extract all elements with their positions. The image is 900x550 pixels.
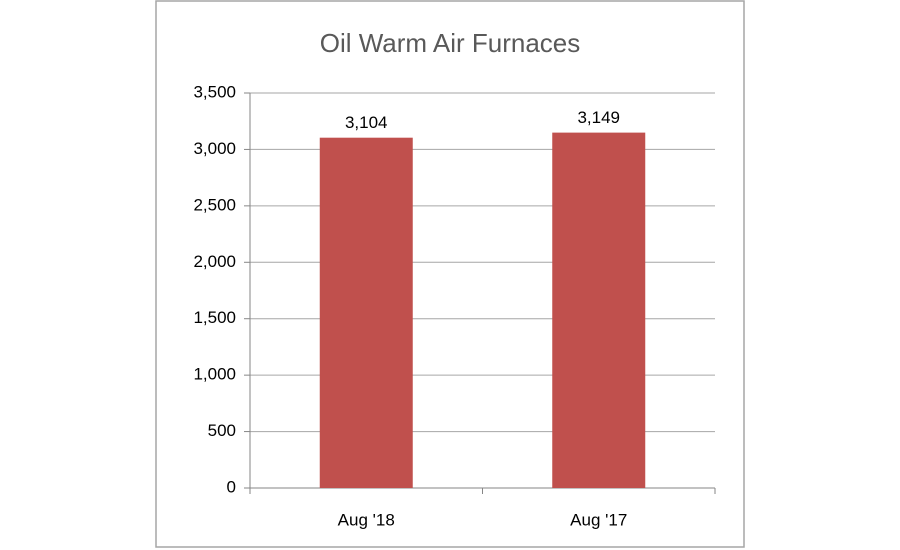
data-label: 3,149 (577, 108, 620, 127)
y-tick-label: 2,000 (193, 252, 236, 271)
y-tick-label: 3,000 (193, 139, 236, 158)
y-tick-label: 0 (227, 477, 236, 496)
y-tick-label: 3,500 (193, 82, 236, 101)
chart-title: Oil Warm Air Furnaces (320, 28, 581, 58)
x-tick-label: Aug '18 (338, 510, 395, 529)
bar (319, 137, 413, 489)
y-tick-label: 1,500 (193, 308, 236, 327)
y-tick-label: 500 (208, 421, 236, 440)
y-tick-label: 1,000 (193, 365, 236, 384)
x-tick-label: Aug '17 (570, 510, 627, 529)
y-tick-label: 2,500 (193, 195, 236, 214)
data-label: 3,104 (345, 113, 388, 132)
chart-border (155, 0, 745, 548)
bar (552, 132, 646, 488)
